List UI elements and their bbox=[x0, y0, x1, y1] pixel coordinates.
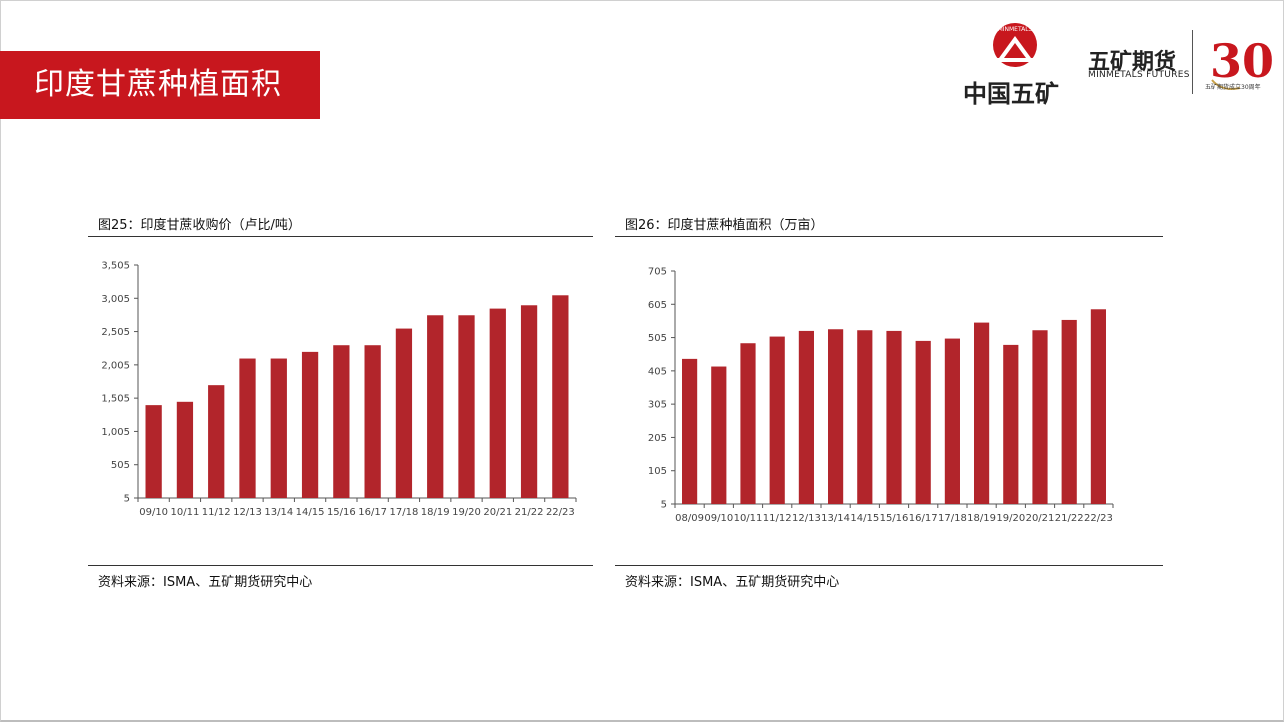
bar bbox=[552, 295, 569, 498]
x-tick-label: 08/09 bbox=[675, 513, 704, 524]
chart-25-title: 图25：印度甘蔗收购价（卢比/吨） bbox=[98, 218, 301, 233]
bar bbox=[145, 405, 162, 498]
bar bbox=[828, 329, 844, 504]
x-tick-label: 09/10 bbox=[704, 513, 733, 524]
y-tick-label: 305 bbox=[648, 400, 667, 411]
bar bbox=[886, 330, 902, 504]
x-tick-label: 22/23 bbox=[1084, 513, 1113, 524]
bar bbox=[857, 330, 873, 504]
x-tick-label: 21/22 bbox=[1055, 513, 1084, 524]
y-tick-label: 2,505 bbox=[101, 327, 130, 338]
bar bbox=[176, 401, 194, 498]
chart-25-bottom-rule bbox=[88, 565, 593, 566]
y-tick-label: 105 bbox=[648, 466, 667, 477]
x-tick-label: 11/12 bbox=[202, 507, 231, 518]
x-tick-label: 18/19 bbox=[421, 507, 450, 518]
bar bbox=[769, 336, 785, 504]
bar bbox=[208, 385, 225, 498]
x-tick-label: 12/13 bbox=[233, 507, 262, 518]
x-tick-label: 17/18 bbox=[390, 507, 419, 518]
chart-26-title: 图26：印度甘蔗种植面积（万亩） bbox=[625, 218, 824, 233]
anniversary-number: 30 bbox=[1210, 34, 1274, 88]
x-tick-label: 13/14 bbox=[821, 513, 850, 524]
y-tick-label: 505 bbox=[111, 460, 130, 471]
y-tick-label: 505 bbox=[648, 333, 667, 344]
x-tick-label: 19/20 bbox=[996, 513, 1025, 524]
x-tick-label: 15/16 bbox=[327, 507, 356, 518]
x-tick-label: 10/11 bbox=[734, 513, 763, 524]
x-tick-label: 11/12 bbox=[763, 513, 792, 524]
bar bbox=[1032, 330, 1048, 504]
anniversary-caption: 五矿期货成立30周年 bbox=[1205, 84, 1261, 91]
y-tick-label: 5 bbox=[661, 500, 667, 511]
seal-text: MINMETALS bbox=[998, 26, 1033, 33]
minmetals-futures-name: 五矿期货 bbox=[1088, 50, 1177, 75]
x-tick-label: 13/14 bbox=[264, 507, 293, 518]
y-tick-label: 2,005 bbox=[101, 360, 130, 371]
bar bbox=[1003, 344, 1019, 504]
bar bbox=[944, 338, 960, 504]
bar bbox=[520, 305, 538, 498]
y-tick-label: 405 bbox=[648, 366, 667, 377]
x-tick-label: 12/13 bbox=[792, 513, 821, 524]
chart-26-top-rule bbox=[615, 236, 1163, 237]
y-tick-label: 205 bbox=[648, 433, 667, 444]
y-tick-label: 605 bbox=[648, 300, 667, 311]
bar bbox=[427, 315, 444, 498]
chart-26-source: 资料来源：ISMA、五矿期货研究中心 bbox=[625, 575, 840, 590]
x-tick-label: 09/10 bbox=[139, 507, 168, 518]
bar bbox=[333, 345, 350, 498]
bar bbox=[364, 345, 381, 498]
x-tick-label: 16/17 bbox=[909, 513, 938, 524]
bar bbox=[301, 351, 319, 498]
bar bbox=[974, 322, 990, 504]
minmetals-futures-en: MINMETALS FUTURES bbox=[1088, 70, 1190, 80]
x-tick-label: 14/15 bbox=[850, 513, 879, 524]
bar bbox=[1090, 309, 1106, 504]
bar bbox=[798, 330, 814, 504]
x-tick-label: 15/16 bbox=[880, 513, 909, 524]
bar bbox=[915, 340, 931, 504]
chart-26-planting-area: 5 105 205 305 405 505 605 705 08/09 09/10 10/11 11/… bbox=[648, 267, 1114, 524]
x-tick-label: 19/20 bbox=[452, 507, 481, 518]
x-tick-label: 17/18 bbox=[938, 513, 967, 524]
y-tick-label: 3,505 bbox=[101, 261, 130, 272]
china-minmetals-name: 中国五矿 bbox=[963, 80, 1059, 108]
title-banner: 印度甘蔗种植面积 bbox=[0, 51, 320, 119]
y-tick-label: 705 bbox=[648, 267, 667, 278]
bar bbox=[270, 358, 287, 498]
anniversary-30-logo: 30 bbox=[1210, 34, 1274, 90]
x-tick-label: 10/11 bbox=[171, 507, 200, 518]
slide-title: 印度甘蔗种植面积 bbox=[34, 67, 282, 102]
bar bbox=[682, 358, 698, 504]
y-tick-label: 3,005 bbox=[101, 294, 130, 305]
y-tick-label: 1,005 bbox=[101, 427, 130, 438]
bar bbox=[458, 315, 475, 498]
china-minmetals-logo: MINMETALS bbox=[993, 23, 1037, 67]
bar bbox=[740, 343, 756, 504]
bar bbox=[711, 366, 727, 504]
x-tick-label: 22/23 bbox=[546, 507, 575, 518]
x-tick-label: 20/21 bbox=[1026, 513, 1055, 524]
y-tick-label: 1,505 bbox=[101, 394, 130, 405]
x-tick-label: 21/22 bbox=[515, 507, 544, 518]
chart-25-source: 资料来源：ISMA、五矿期货研究中心 bbox=[98, 575, 313, 590]
y-tick-label: 5 bbox=[124, 494, 130, 505]
bar bbox=[489, 308, 506, 498]
chart-25-top-rule bbox=[88, 236, 593, 237]
logo-divider bbox=[1192, 30, 1193, 94]
bar bbox=[1061, 319, 1077, 504]
x-tick-label: 20/21 bbox=[483, 507, 512, 518]
x-tick-label: 18/19 bbox=[967, 513, 996, 524]
bar bbox=[239, 358, 256, 498]
bar bbox=[395, 328, 413, 498]
x-tick-label: 14/15 bbox=[296, 507, 325, 518]
wheat-icon bbox=[1211, 79, 1241, 90]
x-tick-label: 16/17 bbox=[358, 507, 387, 518]
chart-26-bottom-rule bbox=[615, 565, 1163, 566]
